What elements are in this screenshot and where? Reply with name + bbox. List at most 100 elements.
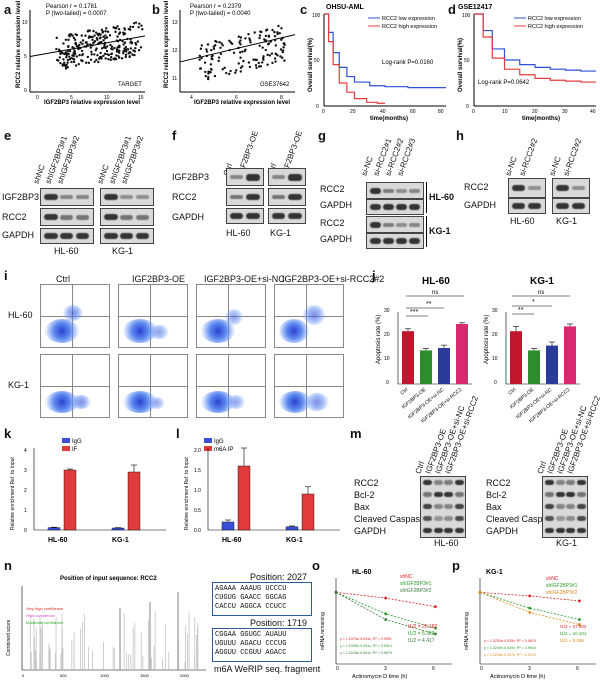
- eq-o-0: y = 1.0375e-0.044x, R² = 0.9951: [340, 637, 392, 641]
- scatter-point: [73, 38, 77, 42]
- xtick-b-1: 6: [235, 95, 238, 101]
- panel-label-e: e: [4, 128, 12, 143]
- scatter-point: [266, 63, 269, 66]
- col-i-3: IGF2BP3-OE+si-RCC2#2: [282, 274, 385, 284]
- scatter-point: [93, 34, 96, 37]
- row-g-3: GAPDH: [320, 234, 353, 244]
- blot-band: [444, 528, 453, 533]
- panel-label-f: f: [172, 128, 177, 143]
- row-i-1: KG-1: [8, 380, 30, 390]
- scatter-point: [254, 58, 257, 61]
- blot-band: [555, 516, 565, 521]
- scatter-point: [80, 34, 83, 37]
- xtick-c-2: 40: [380, 109, 386, 115]
- blot-band: [566, 492, 575, 497]
- ytick-a-1: 5: [24, 54, 27, 60]
- panel-g: si-NC si-RCC2#1 si-RCC2#2 si-RCC2#3 RCC2…: [316, 128, 456, 266]
- scatter-point: [228, 39, 231, 43]
- row-e-0: IGF2BP3: [2, 192, 40, 202]
- scatter-points-b: [198, 24, 286, 81]
- flow-plot-hl60-oe-sinc: [196, 284, 266, 348]
- lane-h-3: si-RCC2#2: [561, 137, 584, 177]
- scatter-point: [120, 57, 124, 60]
- scatter-point: [104, 34, 107, 37]
- ylabel-b: RCC2 relative expression level: [164, 0, 170, 88]
- scatter-point: [207, 76, 210, 79]
- scatter-point: [266, 53, 269, 57]
- scatter-point: [102, 35, 105, 38]
- cell-e-1: KG-1: [112, 246, 134, 256]
- scatter-point: [113, 46, 116, 50]
- blot-band: [423, 504, 432, 509]
- seq2-line-1: UGUUU AGACU CCCUG: [215, 640, 287, 648]
- scatter-point: [140, 24, 143, 27]
- scatter-point: [210, 48, 213, 52]
- scatter-point: [217, 56, 221, 59]
- scatter-point: [123, 47, 126, 50]
- row-m-kg-4: GAPDH: [486, 526, 519, 536]
- scatter-point: [63, 61, 66, 64]
- blot-m-kg1: [542, 476, 588, 538]
- blot-f-igf2bp3-hl60: [226, 168, 264, 186]
- xtick-o-2: 6: [432, 666, 435, 672]
- legend-p-2: shIGF2BP3#2: [546, 590, 578, 596]
- xtick-n-2: 1000: [100, 673, 110, 678]
- scatter-point: [99, 51, 102, 55]
- ytick-j-hl-2: 20: [384, 332, 390, 338]
- xtick-c-0: 0: [322, 109, 325, 115]
- cat-j-hl-0: Ctrl: [399, 387, 409, 397]
- scatter-point: [223, 66, 226, 70]
- scatter-point: [105, 49, 109, 53]
- cell-m-1: KG-1: [556, 538, 578, 548]
- ylabel-d: Overall survival(%): [458, 38, 464, 92]
- decay-point: [434, 632, 437, 636]
- scatter-point: [57, 59, 60, 62]
- merip-bar-chart-l: IgG m6A IP Relative enrichment Ref. to I…: [184, 438, 340, 544]
- scatter-point: [102, 54, 105, 58]
- flow-plot-kg1-oe-sinc: [196, 354, 266, 418]
- blot-e-rcc2-kg1: [100, 208, 154, 226]
- scatter-point: [134, 46, 137, 50]
- row-f-0: IGF2BP3: [172, 172, 210, 182]
- ylabel-c: Overall survival(%): [308, 38, 314, 92]
- scatter-point: [114, 27, 118, 30]
- ytick-j-kg-2: 20: [492, 332, 498, 338]
- cell-g-0: HL-60: [429, 192, 455, 202]
- xtick-d-3: 30: [562, 109, 568, 115]
- blot-g-rcc2-kg1: [366, 216, 424, 233]
- blot-band: [444, 516, 453, 521]
- thalf-p-1: t1/2 = 10.101: [560, 631, 587, 636]
- legend-low-c: RCC2 low expression: [382, 16, 435, 22]
- scatter-point: [103, 45, 106, 48]
- blot-band: [423, 492, 432, 497]
- xlabel-b: IGF2BP3 relative expression level: [194, 100, 290, 106]
- scatter-point: [117, 32, 121, 36]
- scatter-point: [137, 26, 140, 29]
- caption-n: m6A WeRIP seq. fragment: [214, 664, 321, 674]
- bar: [456, 324, 468, 384]
- ylabel-k: Relative enrichment Ref. to Input: [10, 457, 16, 530]
- scatter-point: [282, 46, 285, 49]
- sig-j-hl-2: ns: [432, 290, 438, 296]
- legend-l-1: m6A IP: [214, 447, 233, 453]
- row-h-1: GAPDH: [464, 200, 497, 210]
- blot-band: [545, 504, 554, 509]
- scatter-point: [129, 25, 132, 29]
- row-m-hl-1: Bcl-2: [354, 490, 375, 500]
- scatter-point: [280, 27, 283, 30]
- scatter-point: [279, 55, 282, 58]
- scatter-point: [110, 52, 113, 56]
- scatter-point: [220, 42, 223, 45]
- thalf-p-2: t1/2 = 8.265: [560, 638, 584, 643]
- scatter-point: [221, 44, 224, 47]
- scatter-point: [234, 71, 237, 74]
- ylabel-p: mRNA remaining: [464, 612, 470, 650]
- scatter-point: [123, 41, 127, 44]
- scatter-point: [66, 58, 70, 62]
- scatter-point: [244, 37, 247, 40]
- decay-point: [434, 626, 437, 630]
- scatter-point: [68, 55, 71, 58]
- ytick-c-0: 0: [316, 104, 319, 110]
- ytick-l-4: 2.0: [194, 448, 201, 454]
- scatter-point: [88, 29, 92, 32]
